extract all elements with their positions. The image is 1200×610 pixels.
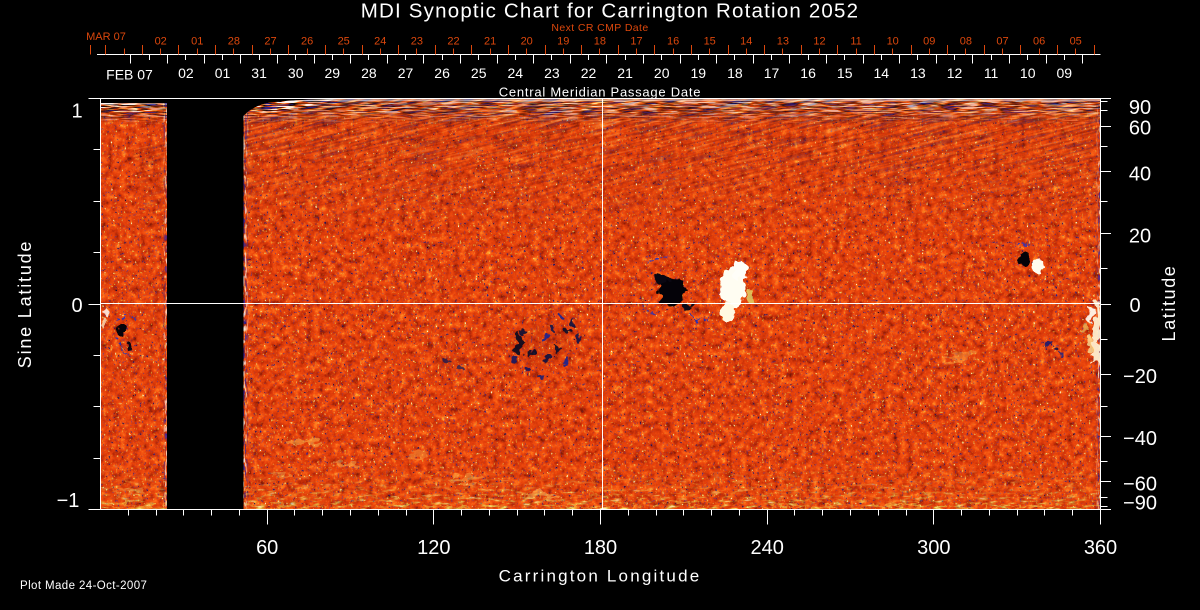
svg-text:23: 23 (411, 36, 423, 48)
svg-text:12: 12 (813, 36, 825, 48)
svg-text:29: 29 (325, 65, 341, 81)
svg-text:27: 27 (264, 36, 276, 48)
svg-text:05: 05 (1070, 36, 1082, 48)
svg-text:22: 22 (581, 65, 597, 81)
svg-text:Next CR CMP Date: Next CR CMP Date (551, 22, 648, 34)
svg-text:01: 01 (215, 65, 231, 81)
svg-text:09: 09 (1057, 65, 1073, 81)
svg-text:06: 06 (1033, 36, 1045, 48)
svg-text:02: 02 (155, 36, 167, 48)
svg-text:120: 120 (417, 537, 450, 559)
svg-text:13: 13 (910, 65, 926, 81)
svg-text:24: 24 (508, 65, 524, 81)
svg-text:16: 16 (667, 36, 679, 48)
svg-text:26: 26 (434, 65, 450, 81)
svg-text:18: 18 (727, 65, 743, 81)
svg-text:28: 28 (228, 36, 240, 48)
svg-text:17: 17 (764, 65, 780, 81)
svg-text:28: 28 (361, 65, 377, 81)
svg-text:14: 14 (874, 65, 890, 81)
svg-text:09: 09 (923, 36, 935, 48)
svg-text:90: 90 (1129, 97, 1151, 119)
svg-text:180: 180 (584, 537, 617, 559)
svg-text:25: 25 (338, 36, 350, 48)
svg-text:26: 26 (301, 36, 313, 48)
svg-text:16: 16 (800, 65, 816, 81)
svg-text:300: 300 (917, 537, 950, 559)
svg-text:20: 20 (654, 65, 670, 81)
svg-text:22: 22 (447, 36, 459, 48)
svg-text:20: 20 (1129, 225, 1151, 247)
svg-text:19: 19 (557, 36, 569, 48)
svg-text:08: 08 (960, 36, 972, 48)
svg-text:02: 02 (178, 65, 194, 81)
svg-text:18: 18 (594, 36, 606, 48)
svg-text:25: 25 (471, 65, 487, 81)
svg-text:24: 24 (374, 36, 386, 48)
svg-text:FEB 07: FEB 07 (106, 67, 153, 83)
svg-text:20: 20 (521, 36, 533, 48)
svg-text:15: 15 (704, 36, 716, 48)
svg-text:Sine Latitude: Sine Latitude (15, 240, 35, 368)
svg-text:31: 31 (251, 65, 267, 81)
svg-text:360: 360 (1084, 537, 1117, 559)
svg-text:−40: −40 (1123, 428, 1157, 450)
svg-text:14: 14 (740, 36, 752, 48)
svg-text:27: 27 (398, 65, 414, 81)
svg-text:−90: −90 (1123, 493, 1157, 515)
svg-text:40: 40 (1129, 163, 1151, 185)
svg-text:Latitude: Latitude (1159, 265, 1179, 342)
svg-text:15: 15 (837, 65, 853, 81)
svg-text:07: 07 (996, 36, 1008, 48)
svg-text:60: 60 (1129, 118, 1151, 140)
svg-text:21: 21 (617, 65, 633, 81)
svg-text:MAR 07: MAR 07 (86, 31, 126, 43)
svg-text:0: 0 (1129, 295, 1140, 317)
svg-text:30: 30 (288, 65, 304, 81)
svg-text:−60: −60 (1123, 474, 1157, 496)
svg-text:12: 12 (947, 65, 963, 81)
svg-text:0: 0 (71, 295, 82, 317)
svg-text:Central Meridian Passage Date: Central Meridian Passage Date (499, 85, 701, 100)
svg-text:11: 11 (850, 36, 861, 48)
svg-text:Plot Made 24-Oct-2007: Plot Made 24-Oct-2007 (20, 580, 147, 592)
svg-text:10: 10 (887, 36, 899, 48)
svg-text:19: 19 (691, 65, 707, 81)
svg-text:23: 23 (544, 65, 560, 81)
svg-text:10: 10 (1020, 65, 1036, 81)
svg-text:Carrington Longitude: Carrington Longitude (499, 567, 702, 586)
svg-text:11: 11 (984, 65, 999, 81)
svg-text:17: 17 (630, 36, 642, 48)
svg-text:13: 13 (777, 36, 789, 48)
svg-text:60: 60 (256, 537, 278, 559)
svg-text:240: 240 (751, 537, 784, 559)
svg-text:21: 21 (484, 36, 496, 48)
svg-text:−20: −20 (1123, 366, 1157, 388)
svg-text:MDI Synoptic Chart for Carring: MDI Synoptic Chart for Carrington Rotati… (361, 0, 860, 22)
svg-text:−1: −1 (57, 490, 80, 512)
svg-text:01: 01 (191, 36, 203, 48)
svg-text:1: 1 (71, 101, 82, 123)
